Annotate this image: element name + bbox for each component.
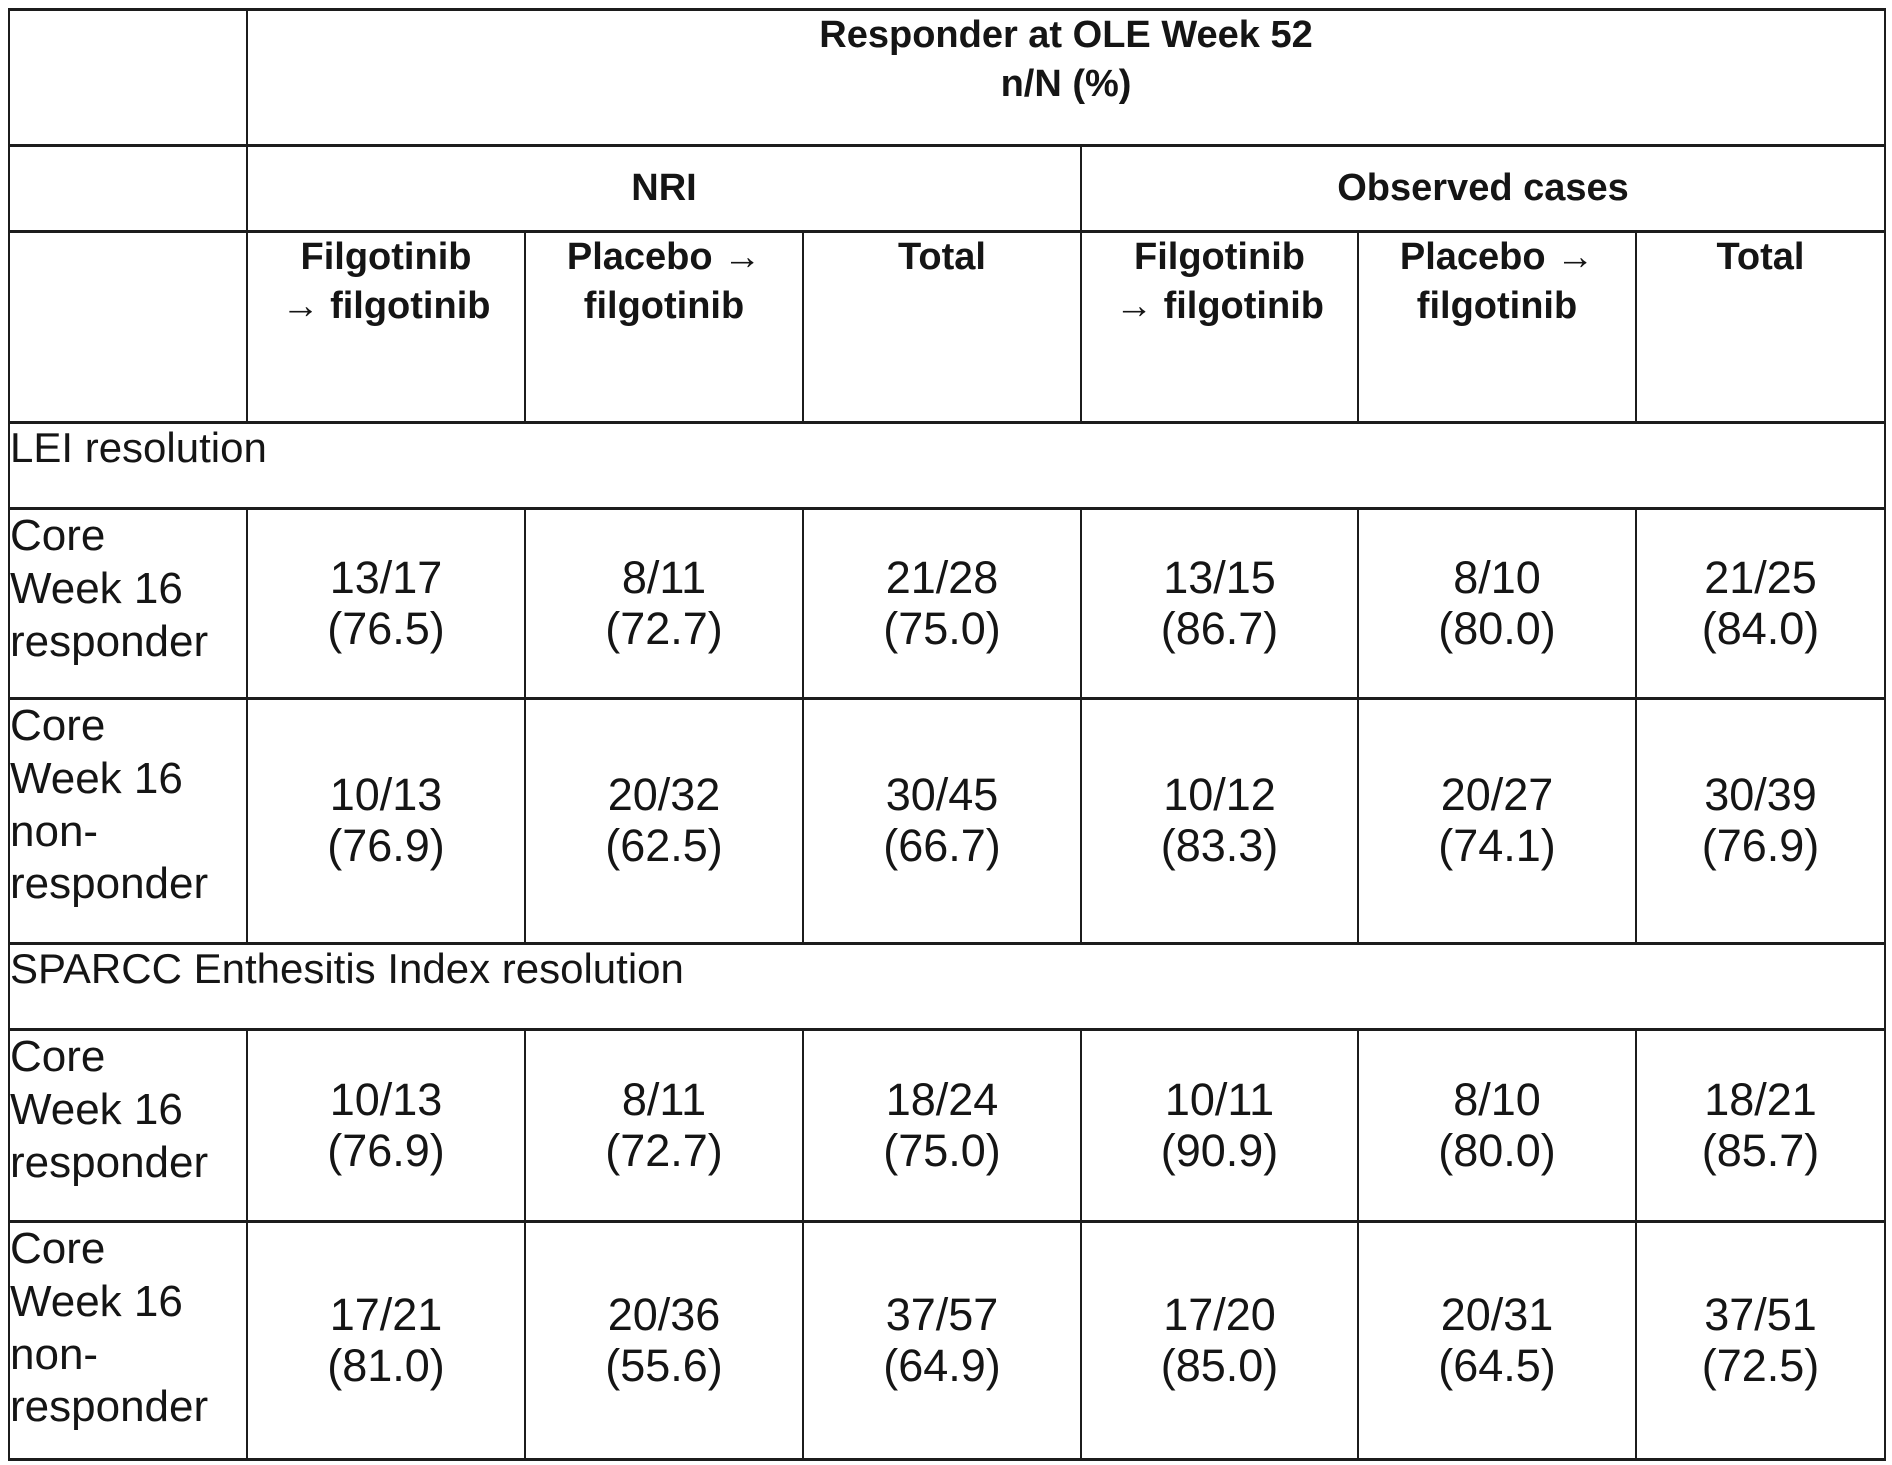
data-cell: 18/21 (85.7) bbox=[1635, 1028, 1886, 1223]
data-cell: 17/21 (81.0) bbox=[246, 1220, 526, 1461]
column-header-observed-placebo: Placebo → filgotinib bbox=[1357, 230, 1637, 424]
column-header-nri-total: Total bbox=[802, 230, 1082, 424]
data-cell: 10/13 (76.9) bbox=[246, 697, 526, 945]
section-row-sparcc: SPARCC Enthesitis Index resolution bbox=[8, 942, 1886, 1031]
group-header-nri: NRI bbox=[246, 144, 1082, 233]
corner-cell-groups bbox=[8, 144, 248, 233]
data-cell: 13/17 (76.5) bbox=[246, 507, 526, 700]
data-cell: 8/11 (72.7) bbox=[524, 1028, 804, 1223]
responder-results-table: Responder at OLE Week 52 n/N (%) NRI Obs… bbox=[8, 8, 1886, 1461]
column-header-nri-filgotinib: Filgotinib → filgotinib bbox=[246, 230, 526, 424]
data-cell: 8/11 (72.7) bbox=[524, 507, 804, 700]
data-cell: 18/24 (75.0) bbox=[802, 1028, 1082, 1223]
column-header-nri-placebo: Placebo → filgotinib bbox=[524, 230, 804, 424]
data-cell: 20/32 (62.5) bbox=[524, 697, 804, 945]
group-header-observed-cases: Observed cases bbox=[1080, 144, 1886, 233]
corner-cell-title bbox=[8, 8, 248, 147]
data-cell: 21/28 (75.0) bbox=[802, 507, 1082, 700]
table-row: Core Week 16 responder 10/13 (76.9) 8/11… bbox=[8, 1028, 1886, 1223]
data-cell: 17/20 (85.0) bbox=[1080, 1220, 1359, 1461]
group-header-row: NRI Observed cases bbox=[8, 144, 1886, 233]
data-cell: 13/15 (86.7) bbox=[1080, 507, 1359, 700]
title-row: Responder at OLE Week 52 n/N (%) bbox=[8, 8, 1886, 147]
corner-cell-columns bbox=[8, 230, 248, 424]
table-row: Core Week 16 non- responder 10/13 (76.9)… bbox=[8, 697, 1886, 945]
data-cell: 8/10 (80.0) bbox=[1357, 1028, 1637, 1223]
data-cell: 10/13 (76.9) bbox=[246, 1028, 526, 1223]
data-cell: 30/45 (66.7) bbox=[802, 697, 1082, 945]
table-title: Responder at OLE Week 52 n/N (%) bbox=[246, 8, 1886, 147]
data-cell: 20/31 (64.5) bbox=[1357, 1220, 1637, 1461]
data-cell: 37/51 (72.5) bbox=[1635, 1220, 1886, 1461]
data-cell: 20/36 (55.6) bbox=[524, 1220, 804, 1461]
column-header-observed-total: Total bbox=[1635, 230, 1886, 424]
data-cell: 10/12 (83.3) bbox=[1080, 697, 1359, 945]
row-label-lei-responder: Core Week 16 responder bbox=[8, 507, 248, 700]
row-label-sparcc-non-responder: Core Week 16 non- responder bbox=[8, 1220, 248, 1461]
column-header-observed-filgotinib: Filgotinib → filgotinib bbox=[1080, 230, 1359, 424]
data-cell: 20/27 (74.1) bbox=[1357, 697, 1637, 945]
data-cell: 37/57 (64.9) bbox=[802, 1220, 1082, 1461]
data-cell: 10/11 (90.9) bbox=[1080, 1028, 1359, 1223]
table-row: Core Week 16 responder 13/17 (76.5) 8/11… bbox=[8, 507, 1886, 700]
section-header-lei-resolution: LEI resolution bbox=[8, 421, 1886, 510]
data-cell: 30/39 (76.9) bbox=[1635, 697, 1886, 945]
section-header-sparcc-resolution: SPARCC Enthesitis Index resolution bbox=[8, 942, 1886, 1031]
row-label-lei-non-responder: Core Week 16 non- responder bbox=[8, 697, 248, 945]
data-cell: 8/10 (80.0) bbox=[1357, 507, 1637, 700]
section-row-lei: LEI resolution bbox=[8, 421, 1886, 510]
table-row: Core Week 16 non- responder 17/21 (81.0)… bbox=[8, 1220, 1886, 1461]
data-cell: 21/25 (84.0) bbox=[1635, 507, 1886, 700]
row-label-sparcc-responder: Core Week 16 responder bbox=[8, 1028, 248, 1223]
column-header-row: Filgotinib → filgotinib Placebo → filgot… bbox=[8, 230, 1886, 424]
